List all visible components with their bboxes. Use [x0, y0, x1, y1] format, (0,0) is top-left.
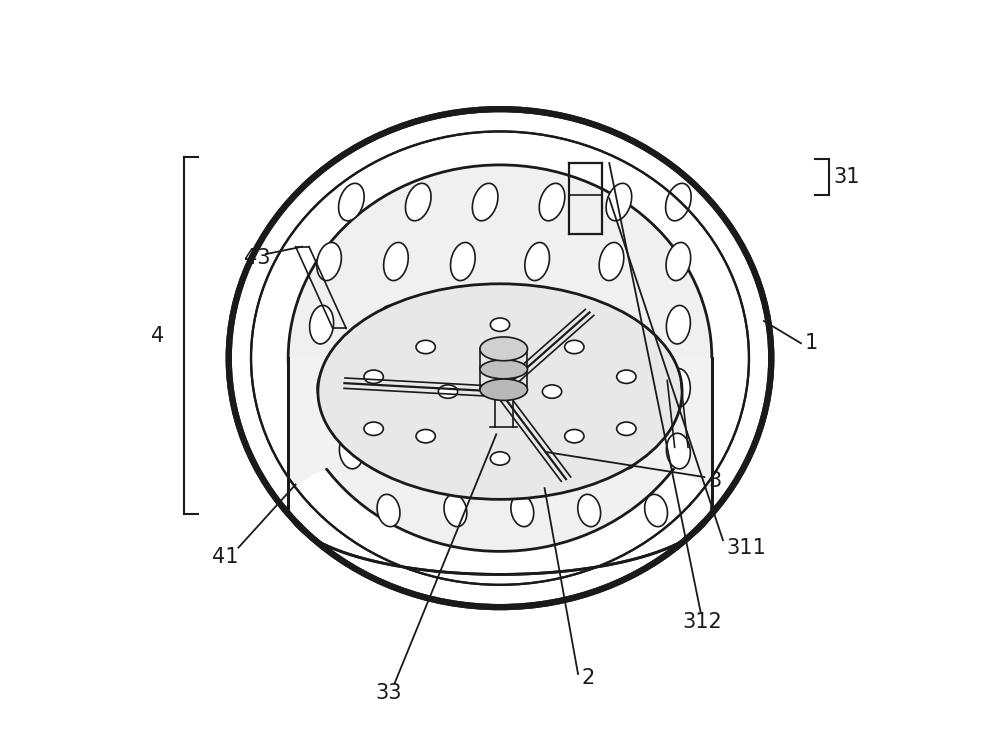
Ellipse shape — [406, 433, 430, 468]
Ellipse shape — [472, 184, 498, 221]
Ellipse shape — [444, 495, 467, 527]
Ellipse shape — [416, 340, 435, 354]
Text: 33: 33 — [375, 683, 402, 703]
Ellipse shape — [511, 495, 534, 527]
Ellipse shape — [666, 369, 690, 407]
Ellipse shape — [599, 242, 624, 280]
Ellipse shape — [339, 433, 363, 468]
Text: 43: 43 — [244, 248, 270, 268]
Text: 311: 311 — [727, 538, 766, 558]
Ellipse shape — [473, 433, 497, 468]
Ellipse shape — [565, 340, 584, 354]
Ellipse shape — [490, 318, 510, 331]
Ellipse shape — [317, 242, 341, 280]
Ellipse shape — [525, 369, 549, 407]
Ellipse shape — [377, 495, 400, 527]
Polygon shape — [288, 358, 712, 507]
Ellipse shape — [288, 165, 712, 551]
Ellipse shape — [547, 433, 571, 468]
Ellipse shape — [317, 369, 341, 407]
Text: 2: 2 — [582, 668, 595, 688]
Ellipse shape — [339, 184, 364, 221]
Text: 3: 3 — [708, 471, 721, 491]
Ellipse shape — [229, 109, 771, 607]
Ellipse shape — [600, 369, 623, 407]
Text: 1: 1 — [805, 333, 818, 354]
Ellipse shape — [377, 305, 401, 344]
Ellipse shape — [318, 283, 682, 499]
Ellipse shape — [666, 305, 690, 344]
Ellipse shape — [578, 495, 601, 527]
Ellipse shape — [480, 379, 527, 401]
Ellipse shape — [416, 430, 435, 443]
Ellipse shape — [617, 370, 636, 383]
Ellipse shape — [617, 422, 636, 436]
Ellipse shape — [614, 433, 638, 468]
Ellipse shape — [451, 369, 475, 407]
Ellipse shape — [443, 305, 467, 344]
Ellipse shape — [666, 184, 691, 221]
Text: 41: 41 — [212, 547, 238, 566]
Ellipse shape — [525, 242, 549, 280]
Ellipse shape — [405, 184, 431, 221]
Ellipse shape — [480, 360, 527, 379]
Ellipse shape — [438, 385, 458, 398]
Ellipse shape — [384, 242, 408, 280]
Ellipse shape — [384, 369, 408, 407]
Ellipse shape — [592, 305, 616, 344]
Ellipse shape — [364, 422, 383, 436]
Ellipse shape — [490, 452, 510, 466]
Ellipse shape — [539, 184, 565, 221]
Ellipse shape — [606, 184, 632, 221]
Ellipse shape — [645, 495, 667, 527]
Ellipse shape — [451, 242, 475, 280]
Ellipse shape — [666, 433, 690, 468]
Ellipse shape — [565, 430, 584, 443]
Text: 312: 312 — [682, 612, 722, 632]
Text: 4: 4 — [151, 326, 164, 346]
Ellipse shape — [666, 242, 691, 280]
Ellipse shape — [364, 370, 383, 383]
Ellipse shape — [518, 305, 542, 344]
Text: 31: 31 — [833, 167, 859, 187]
Ellipse shape — [480, 337, 527, 361]
Ellipse shape — [310, 305, 334, 344]
Ellipse shape — [542, 385, 562, 398]
